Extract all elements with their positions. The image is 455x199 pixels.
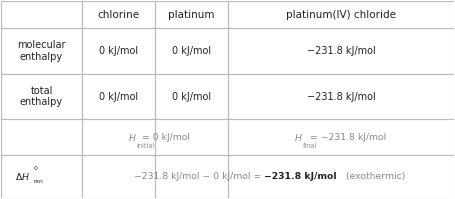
Bar <box>82 28 155 74</box>
Text: 0 kJ/mol: 0 kJ/mol <box>99 46 138 56</box>
Text: rxn: rxn <box>33 179 43 184</box>
Bar <box>155 155 228 198</box>
Text: 0: 0 <box>33 166 37 171</box>
Bar <box>82 155 155 198</box>
Bar <box>155 28 228 74</box>
Bar <box>1 74 82 119</box>
Bar <box>1 28 82 74</box>
Text: = 0 kJ/mol: = 0 kJ/mol <box>139 133 190 141</box>
Bar <box>155 119 228 155</box>
Bar <box>228 1 454 28</box>
Text: −231.8 kJ/mol: −231.8 kJ/mol <box>307 92 375 101</box>
Text: −231.8 kJ/mol: −231.8 kJ/mol <box>264 172 336 181</box>
Text: initial: initial <box>137 143 155 149</box>
Text: molecular
enthalpy: molecular enthalpy <box>17 40 66 62</box>
Bar <box>228 155 454 198</box>
Text: $\mathit{H}$: $\mathit{H}$ <box>128 132 137 142</box>
Text: −231.8 kJ/mol: −231.8 kJ/mol <box>307 46 375 56</box>
Text: platinum: platinum <box>168 10 214 20</box>
Text: platinum(IV) chloride: platinum(IV) chloride <box>286 10 396 20</box>
Text: $\Delta\mathit{H}$: $\Delta\mathit{H}$ <box>15 171 30 182</box>
Text: 0 kJ/mol: 0 kJ/mol <box>99 92 138 101</box>
Bar <box>82 1 155 28</box>
Text: 0 kJ/mol: 0 kJ/mol <box>172 46 211 56</box>
Bar <box>155 74 228 119</box>
Bar <box>155 1 228 28</box>
Bar <box>1 155 82 198</box>
Bar <box>228 119 454 155</box>
Bar <box>82 74 155 119</box>
Text: 0 kJ/mol: 0 kJ/mol <box>172 92 211 101</box>
Bar <box>1 119 82 155</box>
Text: chlorine: chlorine <box>97 10 140 20</box>
Text: $\mathit{H}$: $\mathit{H}$ <box>293 132 302 142</box>
Text: final: final <box>302 143 317 149</box>
Text: −231.8 kJ/mol − 0 kJ/mol =: −231.8 kJ/mol − 0 kJ/mol = <box>133 172 264 181</box>
Text: (exothermic): (exothermic) <box>343 172 405 181</box>
Bar <box>228 74 454 119</box>
Bar <box>1 1 82 28</box>
Text: = −231.8 kJ/mol: = −231.8 kJ/mol <box>307 133 386 141</box>
Text: total
enthalpy: total enthalpy <box>20 86 63 107</box>
Bar <box>82 119 155 155</box>
Bar <box>228 28 454 74</box>
